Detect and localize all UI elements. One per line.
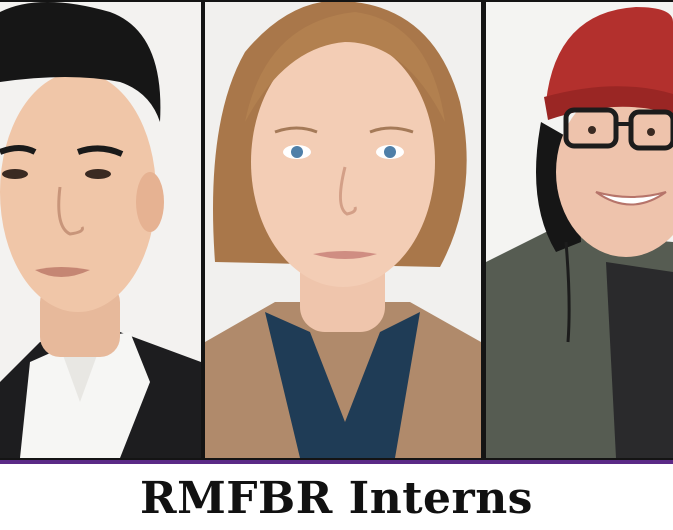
portrait-photo-1 bbox=[0, 2, 201, 458]
portrait-photo-2 bbox=[205, 2, 481, 458]
portrait-1-image bbox=[0, 2, 201, 458]
portrait-photo-3 bbox=[486, 2, 673, 458]
portrait-2-image bbox=[205, 2, 481, 458]
accent-divider bbox=[0, 460, 673, 464]
photo-strip bbox=[0, 0, 673, 462]
portrait-3-image bbox=[486, 2, 673, 458]
page-title: RMFBR Interns bbox=[140, 472, 533, 524]
